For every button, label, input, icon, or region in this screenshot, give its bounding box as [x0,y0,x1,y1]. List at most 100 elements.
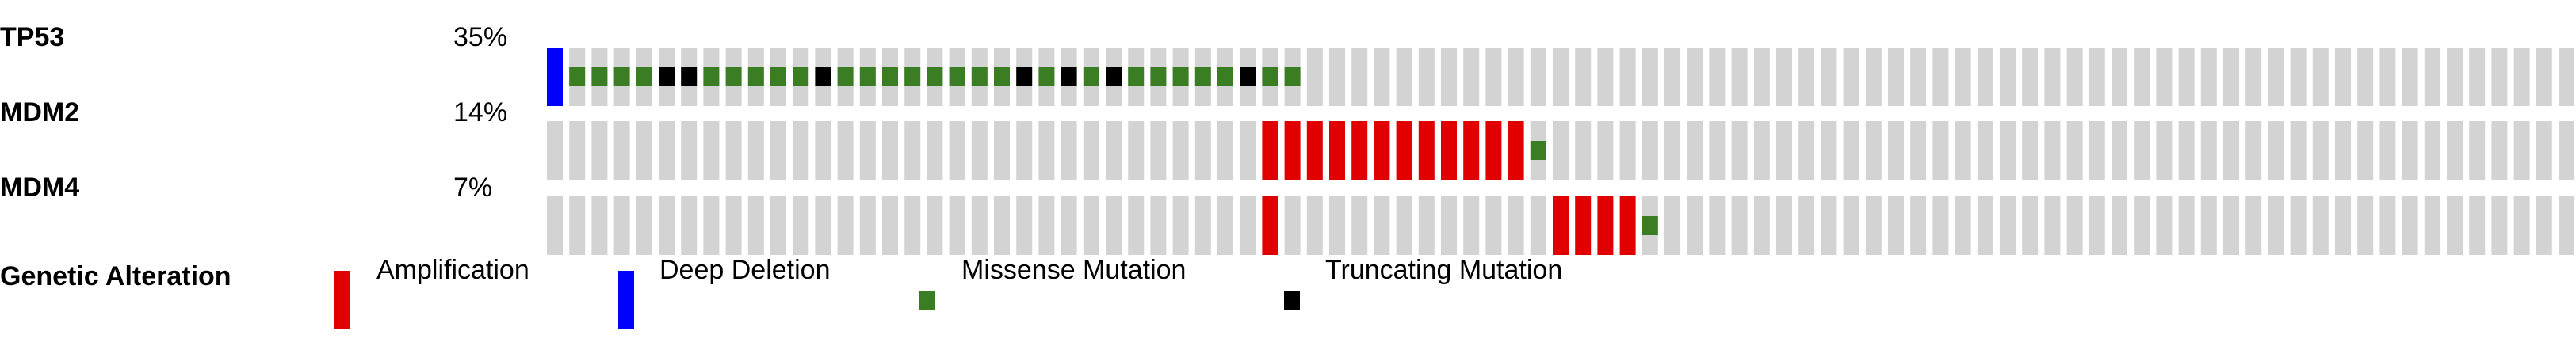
cell-mdm2-42-amplification [1485,121,1502,180]
cell-mdm2-15-unaltered [882,121,898,180]
cell-tp53-53-unaltered [1731,48,1748,106]
mutation-tp53-29-missense [1194,67,1211,86]
cell-tp53-0-deep-deletion [547,48,563,106]
cell-mdm2-12-unaltered [815,121,831,180]
cell-mdm2-59-unaltered [1865,121,1882,180]
cell-mdm2-23-unaltered [1061,121,1077,180]
cell-tp53-79-unaltered [2312,48,2329,106]
cell-tp53-64-unaltered [1977,48,1993,106]
mutation-tp53-23-truncating [1061,67,1077,86]
cell-mdm2-24-unaltered [1083,121,1099,180]
cell-mdm4-42-unaltered [1485,196,1502,255]
cell-mdm4-55-unaltered [1776,196,1792,255]
mutation-tp53-19-missense [971,67,988,86]
legend-label-truncating: Truncating Mutation [1325,255,1562,285]
cell-mdm2-30-unaltered [1217,121,1233,180]
cell-mdm2-62-unaltered [1932,121,1949,180]
mutation-tp53-10-missense [770,67,786,86]
cell-mdm4-76-unaltered [2245,196,2262,255]
cell-mdm4-33-unaltered [1284,196,1301,255]
cell-mdm2-8-unaltered [725,121,742,180]
cell-mdm4-0-unaltered [547,196,563,255]
cell-tp53-80-unaltered [2335,48,2351,106]
cell-mdm2-50-unaltered [1664,121,1680,180]
cell-mdm2-6-unaltered [681,121,698,180]
cell-tp53-49-unaltered [1642,48,1658,106]
cell-mdm2-83-unaltered [2402,121,2418,180]
cell-mdm2-49-unaltered [1642,121,1658,180]
mutation-tp53-3-missense [613,67,630,86]
cell-mdm2-69-unaltered [2089,121,2105,180]
cell-mdm4-43-unaltered [1508,196,1524,255]
mutation-tp53-32-missense [1262,67,1278,86]
mutation-tp53-20-missense [994,67,1010,86]
cell-mdm4-86-unaltered [2469,196,2486,255]
cell-mdm4-61-unaltered [1910,196,1927,255]
cell-mdm4-50-unaltered [1664,196,1680,255]
cell-mdm2-54-unaltered [1753,121,1770,180]
cell-mdm4-6-unaltered [681,196,698,255]
cell-mdm4-80-unaltered [2335,196,2351,255]
cell-mdm2-60-unaltered [1888,121,1904,180]
mutation-tp53-4-missense [636,67,652,86]
cell-mdm4-14-unaltered [859,196,876,255]
cell-mdm4-13-unaltered [837,196,854,255]
cell-tp53-37-unaltered [1374,48,1390,106]
cell-mdm2-31-unaltered [1240,121,1256,180]
cell-mdm2-13-unaltered [837,121,854,180]
cell-mdm2-34-amplification [1306,121,1323,180]
cell-tp53-73-unaltered [2178,48,2195,106]
cell-mdm2-33-amplification [1284,121,1301,180]
cell-tp53-52-unaltered [1709,48,1726,106]
gene-label-mdm4: MDM4 [0,173,79,203]
mutation-tp53-5-truncating [659,67,675,86]
cell-mdm2-61-unaltered [1910,121,1927,180]
cell-mdm2-70-unaltered [2112,121,2127,180]
cell-mdm2-14-unaltered [859,121,876,180]
cell-mdm2-20-unaltered [994,121,1010,180]
mutation-tp53-30-missense [1217,67,1233,86]
cell-mdm4-29-unaltered [1194,196,1211,255]
cell-mdm4-35-unaltered [1329,196,1345,255]
cell-tp53-55-unaltered [1776,48,1792,106]
cell-mdm4-65-unaltered [2000,196,2016,255]
cell-mdm4-38-unaltered [1396,196,1412,255]
cell-mdm2-80-unaltered [2335,121,2351,180]
cell-mdm2-74-unaltered [2200,121,2217,180]
cell-tp53-43-unaltered [1508,48,1524,106]
cell-mdm2-79-unaltered [2312,121,2329,180]
cell-mdm2-5-unaltered [659,121,675,180]
cell-mdm2-56-unaltered [1798,121,1815,180]
legend-label-amplification: Amplification [376,255,529,285]
cell-mdm4-72-unaltered [2156,196,2173,255]
cell-mdm4-27-unaltered [1150,196,1167,255]
cell-mdm2-26-unaltered [1128,121,1145,180]
legend-swatch-truncating [1284,291,1300,310]
cell-mdm2-17-unaltered [927,121,943,180]
cell-mdm2-4-unaltered [636,121,652,180]
cell-mdm2-75-unaltered [2223,121,2239,180]
cell-mdm2-1-unaltered [569,121,586,180]
cell-mdm2-21-unaltered [1016,121,1033,180]
cell-mdm4-26-unaltered [1128,196,1145,255]
cell-tp53-35-unaltered [1329,48,1345,106]
cell-mdm4-66-unaltered [2022,196,2039,255]
cell-mdm4-71-unaltered [2134,196,2150,255]
cell-mdm2-53-unaltered [1731,121,1748,180]
cell-mdm4-47-amplification [1597,196,1614,255]
cell-mdm4-40-unaltered [1441,196,1457,255]
cell-mdm4-85-unaltered [2447,196,2463,255]
cell-mdm2-82-unaltered [2379,121,2396,180]
cell-tp53-70-unaltered [2112,48,2127,106]
cell-mdm4-7-unaltered [703,196,720,255]
cell-mdm4-9-unaltered [747,196,764,255]
cell-mdm4-17-unaltered [927,196,943,255]
cell-mdm4-70-unaltered [2112,196,2127,255]
cell-tp53-39-unaltered [1418,48,1435,106]
cell-mdm4-84-unaltered [2424,196,2440,255]
cell-mdm2-81-unaltered [2357,121,2374,180]
cell-tp53-36-unaltered [1351,48,1368,106]
cell-mdm2-27-unaltered [1150,121,1167,180]
cell-tp53-34-unaltered [1306,48,1323,106]
cell-mdm4-4-unaltered [636,196,652,255]
